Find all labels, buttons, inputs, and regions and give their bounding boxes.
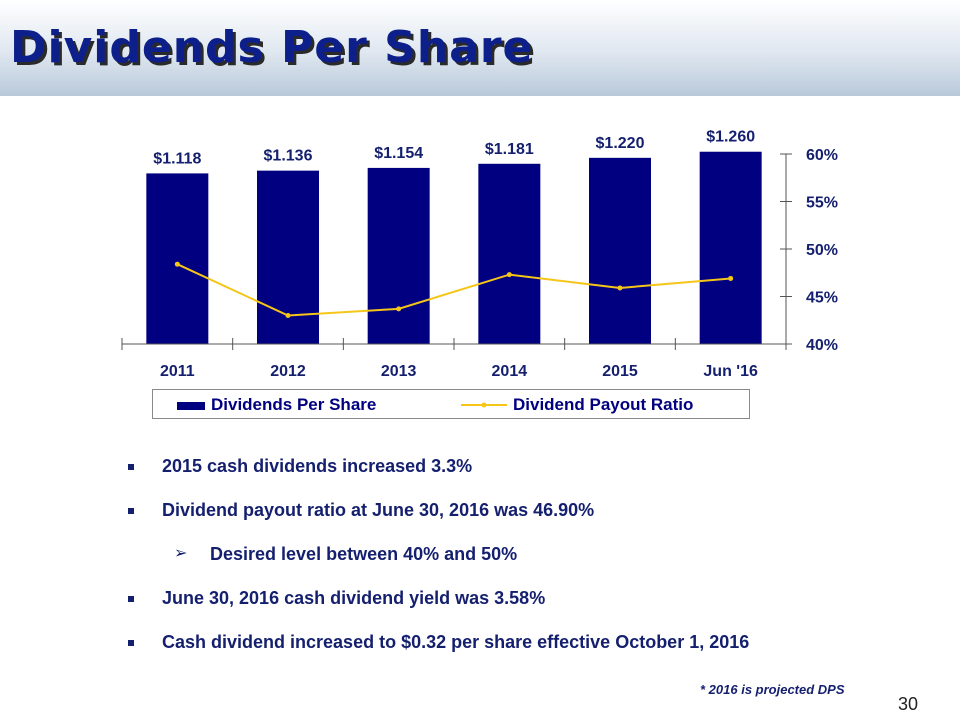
payout-ratio-point bbox=[285, 313, 291, 318]
bullet-text: Desired level between 40% and 50% bbox=[210, 544, 518, 564]
payout-ratio-point bbox=[174, 261, 180, 267]
bullet-item: 2015 cash dividends increased 3.3% bbox=[126, 456, 749, 478]
right-axis-tick-label: 50% bbox=[806, 242, 838, 259]
right-axis-tick-label: 55% bbox=[806, 195, 838, 212]
square-bullet-icon bbox=[128, 464, 134, 470]
chart-legend: Dividends Per Share Dividend Payout Rati… bbox=[152, 389, 750, 419]
right-axis-tick-label: 45% bbox=[806, 290, 838, 307]
bar-value-label: $1.260 bbox=[706, 129, 755, 146]
bar-value-label: $1.136 bbox=[264, 148, 313, 165]
bullet-item: June 30, 2016 cash dividend yield was 3.… bbox=[126, 588, 749, 610]
bar-0 bbox=[146, 173, 209, 344]
category-label: Jun '16 bbox=[703, 363, 758, 380]
bar-3 bbox=[478, 163, 541, 344]
right-axis-tick-label: 60% bbox=[806, 147, 838, 164]
category-label: 2012 bbox=[270, 363, 306, 380]
bullet-item: Cash dividend increased to $0.32 per sha… bbox=[126, 632, 749, 654]
payout-ratio-point bbox=[617, 285, 623, 291]
bar-value-label: $1.220 bbox=[596, 135, 645, 152]
bullet-text: Cash dividend increased to $0.32 per sha… bbox=[162, 632, 750, 652]
title-banner: Dividends Per Share bbox=[0, 0, 960, 96]
bullet-text: 2015 cash dividends increased 3.3% bbox=[162, 456, 473, 476]
page-number: 30 bbox=[898, 694, 919, 714]
category-label: 2011 bbox=[160, 363, 195, 380]
right-axis-tick-label: 40% bbox=[806, 337, 838, 354]
payout-ratio-point bbox=[728, 275, 734, 281]
payout-ratio-point bbox=[506, 272, 512, 278]
category-label: 2015 bbox=[602, 363, 638, 380]
square-bullet-icon bbox=[128, 640, 134, 646]
bullet-text: Dividend payout ratio at June 30, 2016 w… bbox=[162, 500, 595, 520]
legend-label-payout: Dividend Payout Ratio bbox=[513, 395, 694, 414]
category-label: 2014 bbox=[492, 363, 528, 380]
legend-label-dps: Dividends Per Share bbox=[211, 395, 377, 414]
square-bullet-icon bbox=[128, 508, 134, 514]
key-points-list: 2015 cash dividends increased 3.3% Divid… bbox=[126, 456, 749, 676]
category-label: 2013 bbox=[381, 363, 417, 380]
square-bullet-icon bbox=[128, 596, 134, 602]
dividends-chart: $1.118 2011 $1.136 2012 $1.154 2013 $1.181 2014… bbox=[121, 129, 838, 380]
bar-4 bbox=[589, 157, 651, 344]
legend-line-swatch bbox=[461, 402, 507, 408]
bar-value-label: $1.181 bbox=[485, 141, 534, 158]
arrow-bullet-icon: ➢ bbox=[174, 545, 188, 562]
bullet-text: June 30, 2016 cash dividend yield was 3.… bbox=[162, 588, 546, 608]
bar-2 bbox=[367, 167, 430, 344]
slide-title: Dividends Per Share bbox=[10, 22, 534, 73]
payout-ratio-line bbox=[176, 263, 731, 317]
bar-5 bbox=[699, 151, 762, 344]
bullet-item: Dividend payout ratio at June 30, 2016 w… bbox=[126, 500, 749, 522]
bar-value-label: $1.118 bbox=[153, 150, 201, 167]
footnote: * 2016 is projected DPS bbox=[700, 682, 845, 697]
payout-ratio-point bbox=[396, 306, 402, 312]
legend-bar-swatch bbox=[177, 402, 205, 410]
sub-bullet-item: ➢ Desired level between 40% and 50% bbox=[126, 544, 749, 566]
bar-value-label: $1.154 bbox=[374, 145, 423, 162]
